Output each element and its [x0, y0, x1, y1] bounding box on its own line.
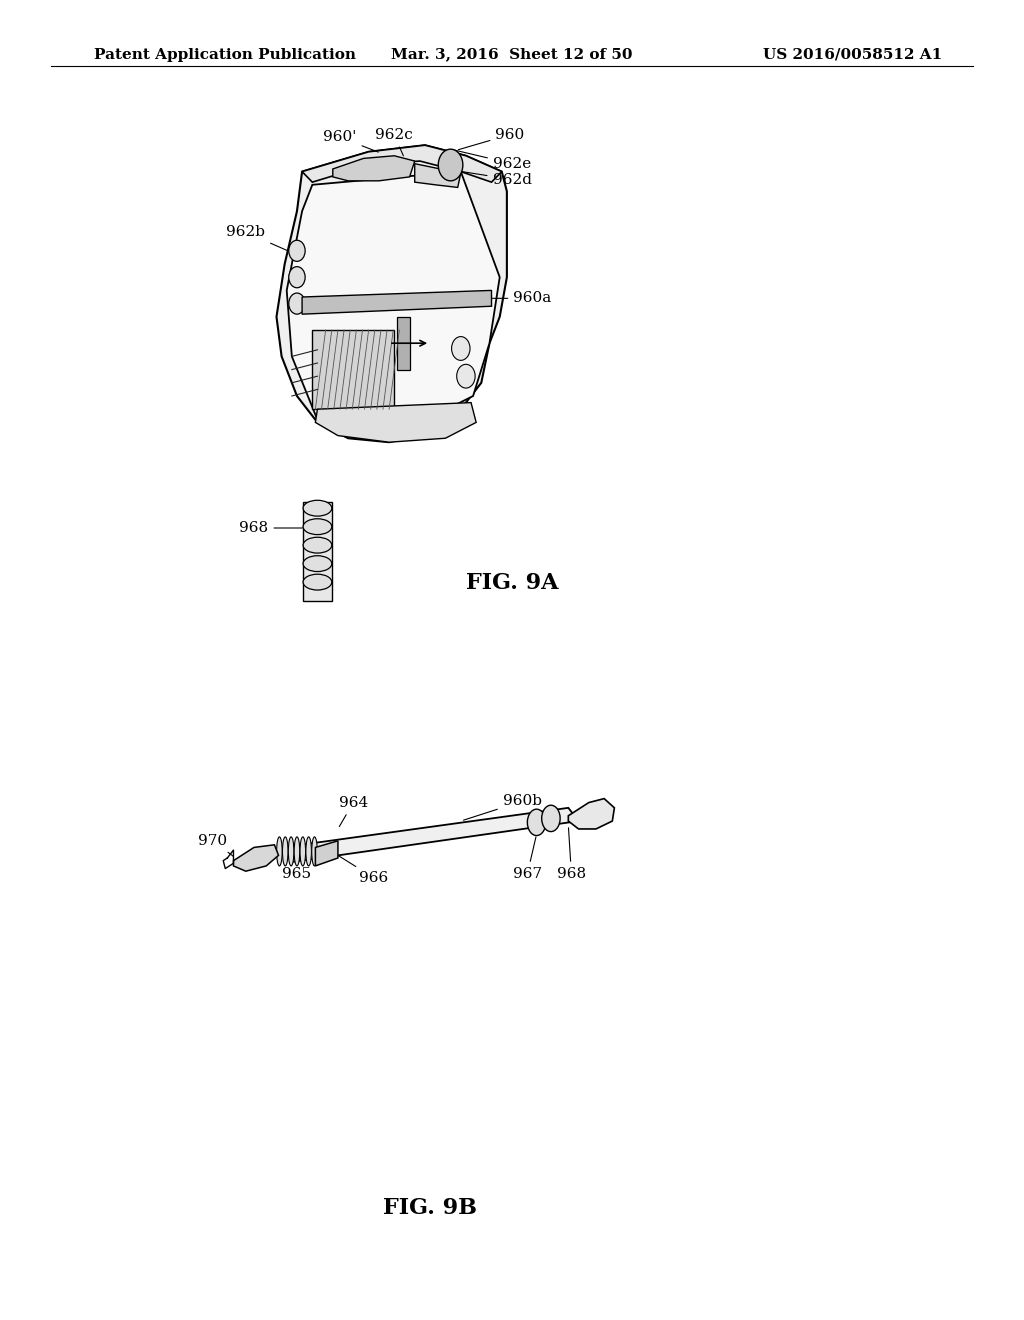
- Text: FIG. 9A: FIG. 9A: [466, 573, 558, 594]
- Text: 962e: 962e: [454, 149, 531, 170]
- Text: Patent Application Publication: Patent Application Publication: [94, 48, 356, 62]
- Polygon shape: [233, 845, 279, 871]
- Bar: [303, 502, 332, 601]
- Polygon shape: [282, 808, 579, 862]
- Text: 970: 970: [199, 834, 233, 857]
- Circle shape: [289, 293, 305, 314]
- Bar: [312, 330, 394, 409]
- Text: 962c: 962c: [376, 128, 413, 156]
- Ellipse shape: [276, 837, 283, 866]
- Text: FIG. 9B: FIG. 9B: [383, 1197, 477, 1218]
- Circle shape: [438, 149, 463, 181]
- Circle shape: [457, 364, 475, 388]
- Text: 962d: 962d: [449, 169, 531, 186]
- Ellipse shape: [283, 837, 288, 866]
- Polygon shape: [333, 156, 415, 181]
- Polygon shape: [415, 164, 461, 187]
- Circle shape: [289, 240, 305, 261]
- Ellipse shape: [294, 837, 300, 866]
- Ellipse shape: [303, 556, 332, 572]
- Text: Mar. 3, 2016  Sheet 12 of 50: Mar. 3, 2016 Sheet 12 of 50: [391, 48, 633, 62]
- Circle shape: [452, 337, 470, 360]
- Text: 968: 968: [557, 828, 586, 880]
- Text: 967: 967: [513, 837, 542, 880]
- Text: US 2016/0058512 A1: US 2016/0058512 A1: [763, 48, 942, 62]
- Text: 960: 960: [459, 128, 524, 149]
- Text: 966: 966: [338, 855, 388, 884]
- Ellipse shape: [527, 809, 546, 836]
- Ellipse shape: [306, 837, 311, 866]
- Ellipse shape: [542, 805, 560, 832]
- Circle shape: [289, 267, 305, 288]
- Polygon shape: [397, 317, 410, 370]
- Polygon shape: [302, 290, 492, 314]
- Text: 960': 960': [324, 131, 378, 152]
- Polygon shape: [302, 145, 502, 182]
- Text: 960b: 960b: [464, 795, 542, 820]
- Ellipse shape: [300, 837, 305, 866]
- Text: 962b: 962b: [226, 226, 292, 252]
- Text: 964: 964: [339, 796, 368, 826]
- Text: 968: 968: [240, 521, 302, 535]
- Polygon shape: [276, 145, 507, 442]
- Text: 960a: 960a: [493, 292, 552, 305]
- Text: 965: 965: [283, 853, 311, 880]
- Ellipse shape: [303, 500, 332, 516]
- Ellipse shape: [303, 574, 332, 590]
- Ellipse shape: [303, 519, 332, 535]
- Polygon shape: [287, 172, 500, 438]
- Ellipse shape: [311, 837, 317, 866]
- Polygon shape: [315, 841, 338, 866]
- Polygon shape: [568, 799, 614, 829]
- Polygon shape: [315, 403, 476, 442]
- Ellipse shape: [303, 537, 332, 553]
- Ellipse shape: [289, 837, 294, 866]
